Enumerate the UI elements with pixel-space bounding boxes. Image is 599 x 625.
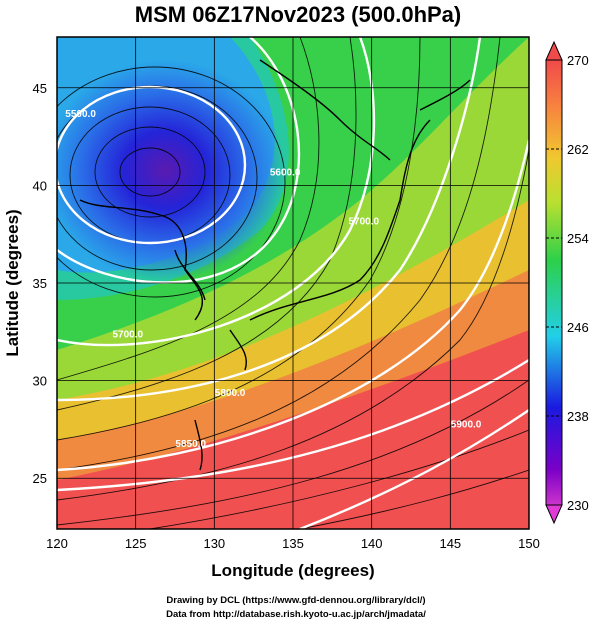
x-axis-label: Longitude (degrees) (211, 561, 374, 580)
y-tick-label: 30 (33, 374, 47, 389)
credit-line-1: Drawing by DCL (https://www.gfd-dennou.o… (166, 595, 425, 606)
x-tick-label: 145 (439, 536, 461, 551)
colorbar-max-arrow (545, 40, 563, 61)
coastlines (79, 59, 471, 471)
contour-label: 5700.0 (349, 216, 380, 227)
plot-frame (56, 36, 530, 530)
y-tick-label: 45 (33, 81, 47, 96)
colorbar-tick-label: 270 (567, 53, 589, 68)
x-tick-label: 135 (282, 536, 304, 551)
chart-title: MSM 06Z17Nov2023 (500.0hPa) (135, 2, 462, 27)
colorbar: 270 262 254 246 238 230 (545, 40, 589, 525)
y-tick-label: 25 (33, 471, 47, 486)
cold-core (57, 60, 285, 280)
contour-label: 5500.0 (65, 109, 96, 120)
x-tick-label: 120 (46, 536, 68, 551)
colorbar-ticks: 270 262 254 246 238 230 (546, 53, 589, 513)
x-tick-label: 125 (125, 536, 147, 551)
x-tick-label: 130 (203, 536, 225, 551)
grid (57, 37, 529, 529)
x-tick-label: 140 (361, 536, 383, 551)
x-ticks: 120 125 130 135 140 145 150 (46, 536, 540, 551)
y-tick-label: 40 (33, 178, 47, 193)
contour-label: 5850.0 (175, 439, 206, 450)
colorbar-tick-label: 230 (567, 498, 589, 513)
plot-area (57, 37, 529, 529)
height-contours (57, 37, 529, 529)
y-tick-label: 35 (33, 276, 47, 291)
contour-labels: 5500.0 5600.0 5700.0 5700.0 5800.0 5850.0 5900… (65, 109, 481, 450)
y-ticks: 25 30 35 40 45 (33, 81, 47, 486)
contour-label: 5900.0 (451, 419, 482, 430)
colorbar-tick-label: 246 (567, 320, 589, 335)
contour-label: 5700.0 (113, 330, 144, 341)
credit-line-2: Data from http://database.rish.kyoto-u.a… (166, 609, 426, 620)
colorbar-min-arrow (545, 504, 563, 525)
contour-label: 5800.0 (215, 388, 246, 399)
colorbar-tick-label: 262 (567, 142, 589, 157)
streamlines (57, 37, 529, 529)
contour-label: 5600.0 (270, 168, 301, 179)
colorbar-tick-label: 238 (567, 409, 589, 424)
x-tick-label: 150 (518, 536, 540, 551)
y-axis-label: Latitude (degrees) (3, 209, 22, 356)
colorbar-body (545, 59, 563, 506)
colorbar-tick-label: 254 (567, 231, 589, 246)
